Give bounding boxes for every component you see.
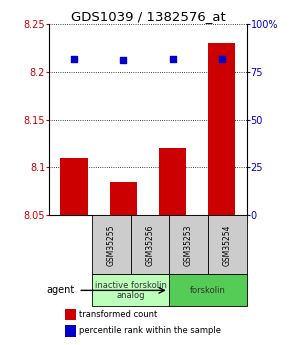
Bar: [159, 148, 186, 215]
Bar: [208, 215, 246, 275]
Text: GSM35254: GSM35254: [223, 224, 232, 266]
Bar: [130, 215, 169, 275]
Bar: [65, 325, 76, 336]
Text: forskolin: forskolin: [190, 286, 226, 295]
Title: GDS1039 / 1382576_at: GDS1039 / 1382576_at: [70, 10, 225, 23]
Point: [121, 58, 126, 63]
Bar: [92, 215, 130, 275]
Text: transformed count: transformed count: [79, 310, 157, 319]
Bar: [208, 43, 235, 215]
Text: GSM35253: GSM35253: [184, 224, 193, 266]
Text: inactive forskolin
analog: inactive forskolin analog: [95, 281, 166, 300]
Text: GSM35255: GSM35255: [107, 224, 116, 266]
Bar: [169, 215, 208, 275]
Point: [170, 56, 175, 61]
Point: [220, 56, 224, 61]
Bar: [169, 275, 246, 306]
Text: agent: agent: [46, 285, 75, 295]
Bar: [65, 308, 76, 320]
Bar: [110, 182, 137, 215]
Bar: [60, 158, 88, 215]
Point: [72, 56, 76, 61]
Text: percentile rank within the sample: percentile rank within the sample: [79, 326, 221, 335]
Text: GSM35256: GSM35256: [145, 224, 154, 266]
Bar: [92, 275, 169, 306]
